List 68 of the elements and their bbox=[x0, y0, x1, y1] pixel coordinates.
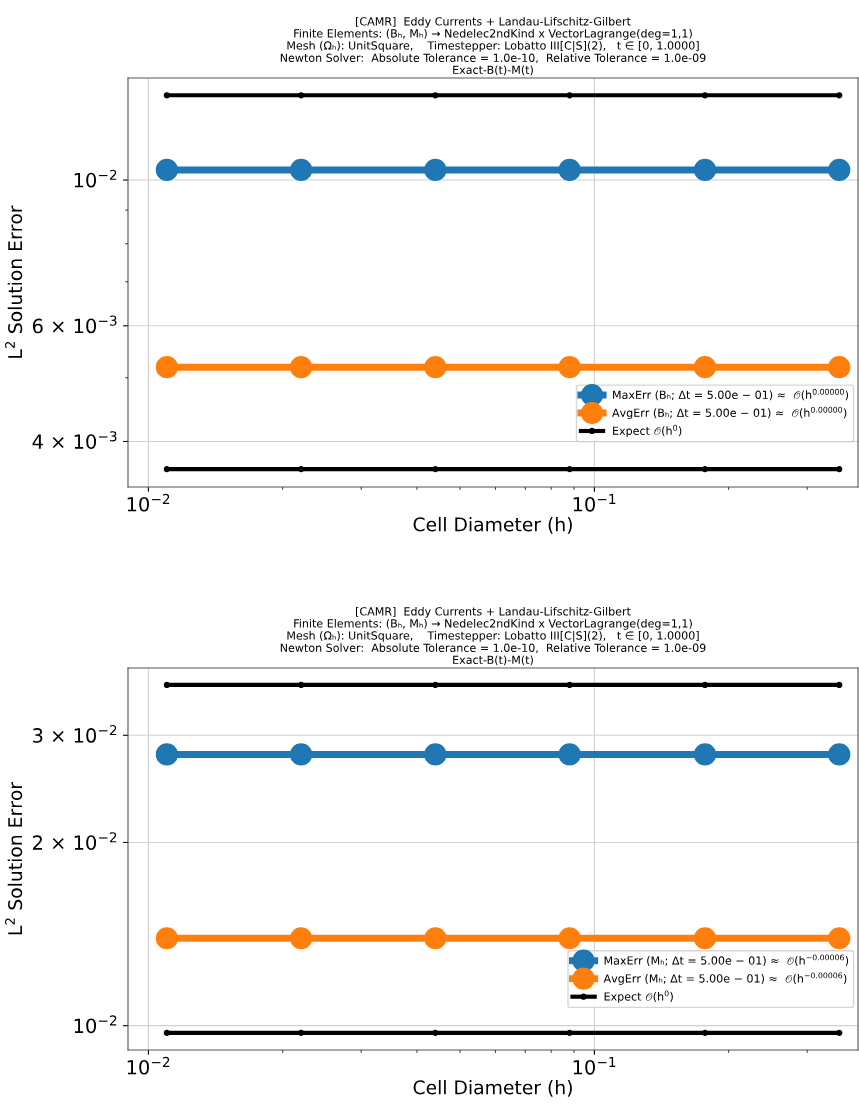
point bbox=[163, 466, 170, 473]
point bbox=[424, 927, 447, 950]
point bbox=[297, 92, 305, 99]
point bbox=[701, 92, 709, 99]
point bbox=[424, 356, 447, 379]
point bbox=[424, 158, 447, 182]
point bbox=[566, 92, 573, 99]
point bbox=[155, 356, 178, 379]
chart-title: [CAMR] Eddy Currents + Landau-Lifschitz-Gilbert Finite Elements: (Bₕ, Mₕ) → Nedelec2ndKind x VectorLagrange(deg=1,1) Mesh (Ωₕ): UnitSquare, Timestepper: Lobatto III[C|S](2), t ∈ [0, 1.0000] Newton Solver: Absolute Tolerance = 1.0e-10, Relative Tolerance = 1.0e-09 Exact-B(t)-M(t) bbox=[280, 606, 706, 666]
point bbox=[163, 681, 170, 689]
point bbox=[828, 158, 851, 182]
y-tick-label: 4 × 10$^{−3}$ bbox=[32, 431, 117, 449]
y-axis-title: L$^{2}$ Solution Error bbox=[5, 205, 23, 358]
y-axis-title: L$^{2}$ Solution Error bbox=[5, 781, 23, 935]
point bbox=[290, 356, 313, 379]
y-tick-label: 10$^{−2}$ bbox=[74, 169, 117, 188]
point bbox=[163, 92, 170, 99]
point bbox=[297, 466, 305, 473]
point bbox=[290, 927, 313, 950]
point bbox=[432, 1029, 439, 1037]
point bbox=[297, 681, 305, 689]
y-tick-label: 10$^{−2}$ bbox=[74, 1015, 117, 1034]
y-tick-label: 3 × 10$^{−2}$ bbox=[33, 724, 117, 743]
point bbox=[693, 927, 717, 950]
point bbox=[432, 681, 439, 689]
point bbox=[828, 743, 851, 766]
point bbox=[693, 743, 717, 766]
point bbox=[297, 1029, 305, 1037]
point bbox=[290, 743, 313, 766]
x-axis-title: Cell Diameter (h) bbox=[413, 516, 572, 534]
point bbox=[693, 158, 717, 182]
point bbox=[155, 158, 178, 182]
legend-label: AvgErr (Bₕ; Δt = 5.00e − 01) ≈ 𝒪(h$^{0.00000}$) bbox=[612, 406, 847, 420]
point bbox=[836, 466, 843, 473]
y-tick-label: 6 × 10$^{−3}$ bbox=[32, 315, 117, 334]
point bbox=[558, 927, 581, 950]
legend-label: MaxErr (Mₕ; Δt = 5.00e − 01) ≈ 𝒪(h$^{−0.00006}$) bbox=[604, 954, 849, 966]
point bbox=[424, 743, 447, 766]
point bbox=[155, 927, 178, 950]
point bbox=[701, 466, 709, 473]
point bbox=[693, 356, 717, 379]
point bbox=[828, 927, 851, 950]
legend-label: Expect 𝒪(h$^{0}$) bbox=[613, 424, 682, 438]
point bbox=[836, 1029, 843, 1037]
point bbox=[163, 1029, 170, 1037]
point bbox=[566, 466, 573, 473]
point bbox=[701, 1029, 709, 1037]
point bbox=[836, 92, 843, 99]
x-axis-title: Cell Diameter (h) bbox=[413, 1079, 572, 1097]
point bbox=[828, 356, 851, 379]
legend-label: Expect 𝒪(h$^{0}$) bbox=[604, 990, 673, 1003]
point bbox=[558, 356, 581, 379]
y-tick-label: 2 × 10$^{−2}$ bbox=[32, 832, 117, 850]
point bbox=[566, 681, 573, 689]
point bbox=[558, 158, 581, 182]
legend-label: AvgErr (Mₕ; Δt = 5.00e − 01) ≈ 𝒪(h$^{−0.00006}$) bbox=[603, 972, 847, 985]
x-tick-label: 10$^{−1}$ bbox=[573, 494, 616, 512]
point bbox=[155, 743, 178, 766]
point bbox=[836, 681, 843, 689]
point bbox=[432, 466, 439, 473]
legend-label: MaxErr (Bₕ; Δt = 5.00e − 01) ≈ 𝒪(h$^{0.00000}$) bbox=[613, 388, 849, 401]
point bbox=[432, 92, 439, 99]
chart-title: [CAMR] Eddy Currents + Landau-Lifschitz-Gilbert Finite Elements: (Bₕ, Mₕ) → Nedelec2ndKind x VectorLagrange(deg=1,1) Mesh (Ωₕ): UnitSquare, Timestepper: Lobatto III[C|S](2), t ∈ [0, 1.0000] Newton Solver: Absolute Tolerance = 1.0e-10, Relative Tolerance = 1.0e-09 Exact-B(t)-M(t) bbox=[280, 16, 706, 76]
point bbox=[558, 743, 581, 766]
point bbox=[701, 681, 709, 689]
point bbox=[290, 158, 313, 182]
point bbox=[566, 1029, 573, 1037]
x-tick-label: 10$^{−1}$ bbox=[573, 1057, 616, 1075]
